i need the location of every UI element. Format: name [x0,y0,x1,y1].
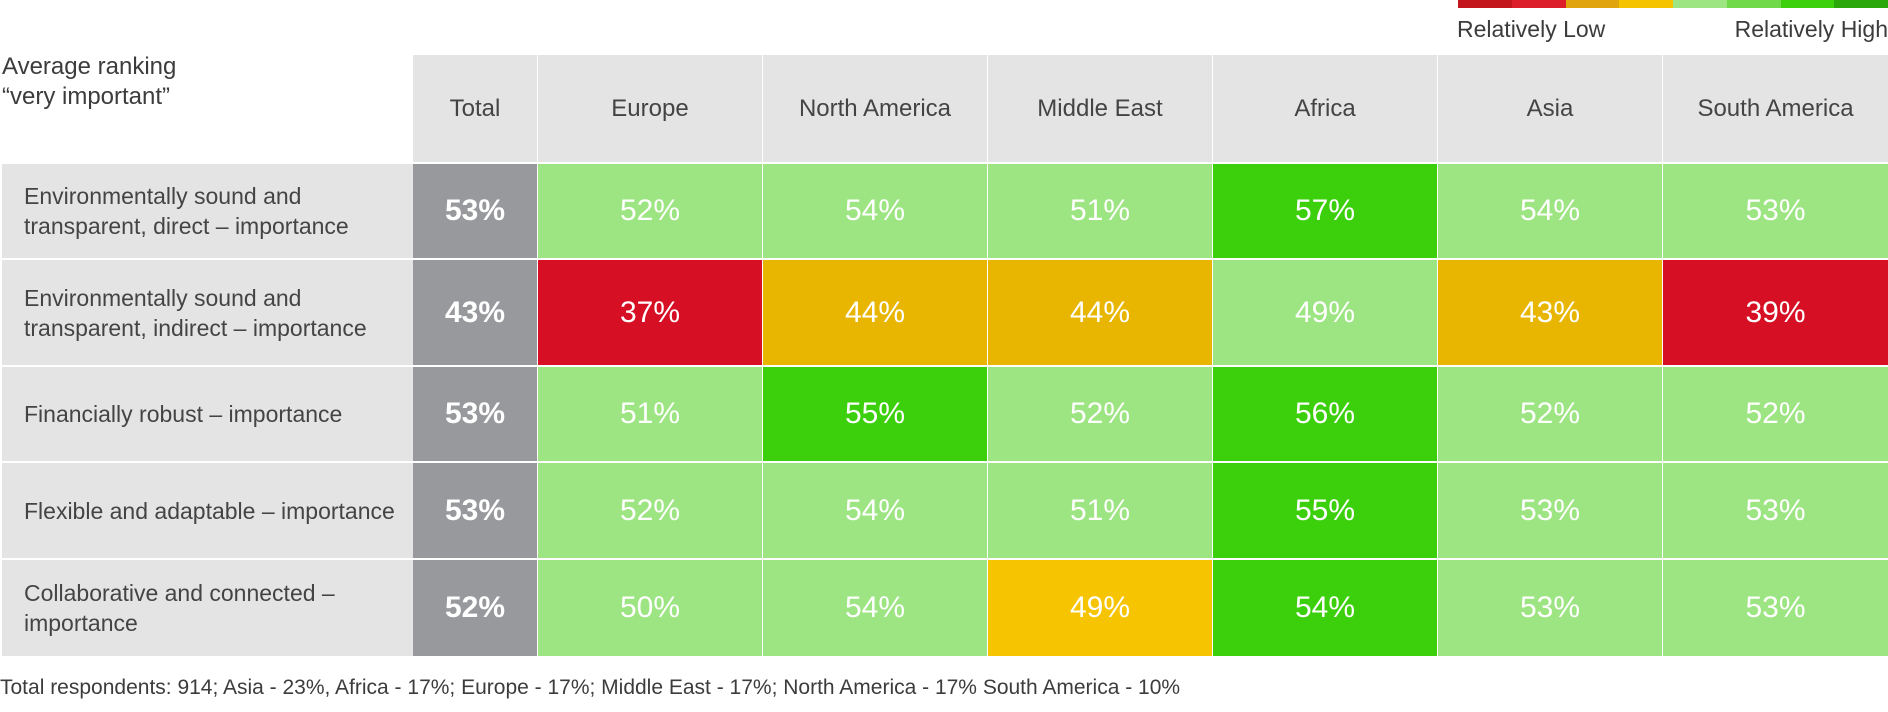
legend-swatch [1726,0,1781,8]
legend-low-label: Relatively Low [1457,16,1606,42]
row-label: Environmentally sound and transparent, d… [2,162,413,258]
column-header: Europe [537,55,762,162]
heatmap-cell: 44% [987,258,1212,365]
legend-swatch [1619,0,1673,8]
heatmap-cell: 54% [1437,162,1662,258]
footnote: Total respondents: 914; Asia - 23%, Afri… [0,676,1181,699]
heatmap-cell: 53% [1437,558,1662,656]
column-header: Total [413,55,537,162]
heatmap-cell: 37% [537,258,762,365]
heatmap-cell: 55% [1212,461,1437,558]
heatmap-cell: 55% [762,365,987,461]
column-header: South America [1662,55,1888,162]
heatmap-cell: 54% [762,558,987,656]
legend-swatch [1458,0,1512,8]
heatmap-cell: 43% [1437,258,1662,365]
heatmap-cell: 54% [1212,558,1437,656]
corner-label-line-2: “very important” [2,83,171,110]
row-label: Flexible and adaptable – importance [2,461,413,558]
row-label: Collaborative and connected – importance [2,558,413,656]
column-header: Middle East [987,55,1212,162]
heatmap-cell: 53% [1437,461,1662,558]
heatmap-cell: 50% [537,558,762,656]
total-value-cell: 43% [413,258,537,365]
column-header: North America [762,55,987,162]
heatmap-cell: 52% [1437,365,1662,461]
heatmap-cell: 49% [987,558,1212,656]
heatmap-cell: 44% [762,258,987,365]
heatmap-cell: 53% [1662,461,1888,558]
heatmap-cell: 52% [537,461,762,558]
heatmap-cell: 54% [762,162,987,258]
legend-high-label: Relatively High [1734,16,1888,42]
heatmap-cell: 51% [537,365,762,461]
heatmap-cell: 49% [1212,258,1437,365]
heatmap-cell: 52% [1662,365,1888,461]
column-header: Asia [1437,55,1662,162]
heatmap-cell: 51% [987,461,1212,558]
heatmap-cell: 51% [987,162,1212,258]
corner-label: Average ranking “very important” [2,52,402,112]
legend-color-scale [1458,0,1888,8]
legend-swatch [1780,0,1835,8]
heatmap-cell: 53% [1662,162,1888,258]
legend-swatch [1834,0,1888,8]
heatmap-cell: 57% [1212,162,1437,258]
row-label: Environmentally sound and transparent, i… [2,258,413,365]
legend-swatch [1565,0,1620,8]
column-header: Africa [1212,55,1437,162]
heatmap-cell: 52% [537,162,762,258]
heatmap-cell: 39% [1662,258,1888,365]
total-value-cell: 53% [413,461,537,558]
total-value-cell: 53% [413,365,537,461]
heatmap-cell: 56% [1212,365,1437,461]
total-value-cell: 53% [413,162,537,258]
legend-swatch [1511,0,1566,8]
heatmap-cell: 52% [987,365,1212,461]
heatmap-cell: 53% [1662,558,1888,656]
total-value-cell: 52% [413,558,537,656]
legend-swatch [1673,0,1727,8]
heatmap-cell: 54% [762,461,987,558]
corner-label-line-1: Average ranking [2,53,177,80]
row-label: Financially robust – importance [2,365,413,461]
